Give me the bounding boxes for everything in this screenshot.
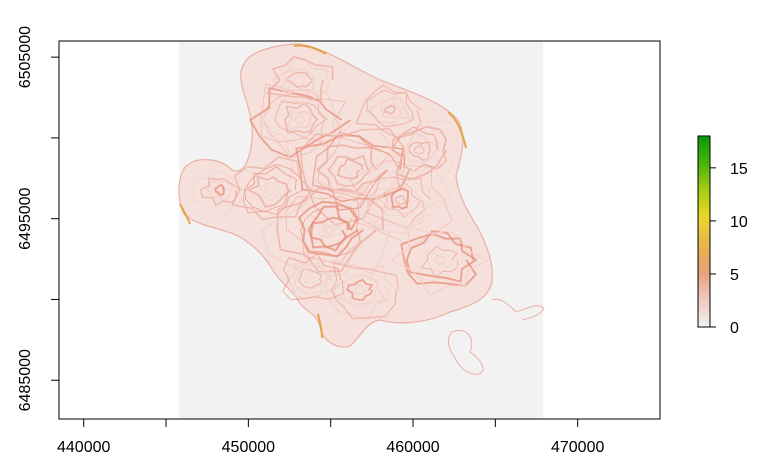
contour-line	[383, 104, 397, 115]
contour-line	[414, 144, 425, 155]
x-tick-label: 440000	[57, 439, 110, 456]
contour-line	[391, 125, 448, 181]
legend-colorbar	[697, 135, 711, 328]
contour-line	[276, 187, 384, 273]
contour-line	[286, 109, 312, 131]
contour-line	[258, 182, 282, 202]
contour-line	[390, 187, 410, 210]
contour-line	[394, 195, 407, 205]
contour-line	[307, 205, 359, 252]
y-tick-label: 6485000	[17, 349, 34, 411]
x-axis: 440000 450000 460000 470000	[57, 418, 604, 456]
island-lobe-south	[447, 330, 484, 375]
y-axis: 6485000 6495000 6505000	[17, 26, 60, 411]
contour-line	[329, 274, 387, 308]
island-edge-highlight-sw	[317, 313, 323, 339]
contour-line	[327, 154, 372, 187]
contour-line	[263, 185, 276, 196]
contour-line	[260, 178, 391, 276]
contour-line	[282, 110, 406, 231]
contour-line	[355, 84, 423, 139]
contour-line	[379, 98, 405, 119]
y-tick-label: 6495000	[17, 187, 34, 249]
legend-tick-label: 15	[730, 161, 748, 178]
island-edge-highlight-ne	[447, 111, 467, 149]
color-legend: 0 5 10 15	[697, 135, 748, 337]
contour-line	[343, 165, 357, 176]
contour-line	[293, 75, 307, 85]
contour-line	[400, 233, 478, 288]
contour-line	[279, 67, 315, 95]
contour-line	[300, 205, 362, 257]
contour-line	[304, 274, 316, 284]
contour-line	[294, 264, 333, 295]
island-edge-highlight-n	[293, 44, 327, 55]
island-edge-highlight-w	[179, 203, 191, 225]
contour-line	[349, 159, 453, 247]
contour-line	[246, 175, 292, 208]
contour-line	[420, 245, 458, 278]
contour-line	[315, 144, 388, 193]
contour-line	[214, 184, 226, 196]
contour-line	[265, 55, 334, 103]
contour-line	[285, 195, 382, 266]
contour-line	[434, 254, 447, 266]
legend-tick-label: 0	[730, 320, 739, 337]
contour-line	[323, 149, 377, 194]
contour-line	[242, 164, 304, 215]
contour-line	[292, 114, 306, 125]
y-tick-label: 6505000	[17, 26, 34, 88]
contour-line	[336, 157, 364, 180]
contour-line	[389, 225, 489, 297]
contour-line	[406, 131, 440, 164]
contour-line	[297, 268, 323, 289]
contour-line	[283, 102, 319, 134]
contour-line	[231, 156, 313, 221]
contour-line	[285, 262, 338, 300]
contour-line	[193, 169, 248, 214]
contour-line	[324, 263, 398, 321]
contour-line	[367, 176, 432, 229]
contour-line	[384, 117, 459, 181]
contour-line	[368, 96, 411, 125]
contour-line	[274, 100, 328, 139]
contour-line	[346, 278, 374, 302]
contour-line	[206, 180, 235, 202]
island-spit-east	[491, 298, 545, 321]
contour-line	[353, 284, 367, 296]
contour-line	[260, 83, 346, 159]
contour-line	[300, 128, 406, 226]
x-tick-label: 450000	[222, 439, 275, 456]
contour-line	[322, 224, 336, 237]
contour-line	[316, 219, 344, 238]
contour-line	[405, 230, 477, 283]
legend-tick-label: 5	[730, 267, 739, 284]
contour-line	[199, 177, 243, 207]
x-tick-label: 460000	[386, 439, 439, 456]
contour-line	[310, 216, 349, 249]
legend-ticks: 0 5 10 15	[710, 161, 748, 337]
x-tick-label: 470000	[551, 439, 604, 456]
legend-tick-label: 10	[730, 214, 748, 231]
contour-line	[373, 182, 421, 217]
contour-line	[282, 252, 344, 301]
island-contours	[178, 43, 545, 375]
